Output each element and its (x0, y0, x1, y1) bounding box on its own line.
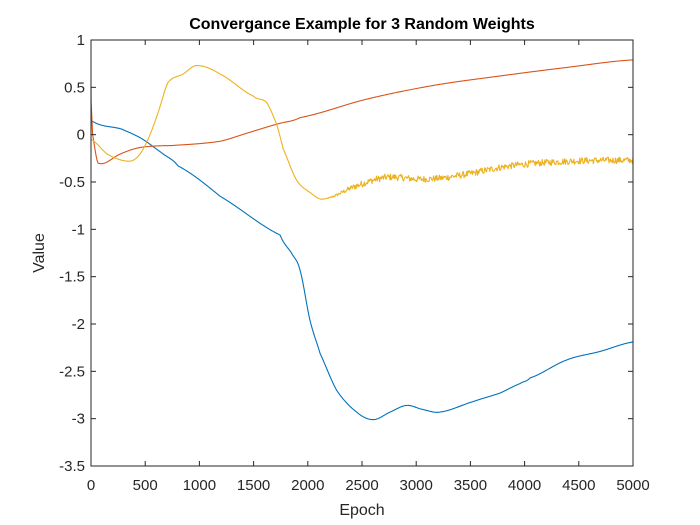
y-tick-label: 1 (77, 32, 85, 49)
series-line-2 (90, 59, 634, 165)
y-tick-label: -0.5 (59, 174, 85, 191)
x-tick-label: 1500 (237, 477, 270, 494)
y-axis-label: Value (31, 233, 48, 273)
x-tick-label: 0 (87, 477, 95, 494)
x-tick-label: 4500 (562, 477, 595, 494)
y-tick-label: -3.5 (59, 458, 85, 475)
plot-area (91, 40, 633, 466)
x-tick-label: 3000 (400, 477, 433, 494)
series-line-3 (90, 65, 634, 200)
y-tick-label: -2.5 (59, 363, 85, 380)
chart-title: Convergance Example for 3 Random Weights (189, 16, 535, 33)
series-layer (90, 59, 634, 421)
x-tick-label: 5000 (616, 477, 649, 494)
ticks-layer: 0 500 1000 1500 2000 2500 3000 3500 4000 4500 5000… (59, 32, 650, 494)
x-tick-label: 500 (133, 477, 158, 494)
x-tick-label: 4000 (508, 477, 541, 494)
x-axis-label: Epoch (339, 502, 384, 519)
y-tick-label: -3 (72, 411, 85, 428)
x-tick-label: 1000 (183, 477, 216, 494)
y-tick-label: -1.5 (59, 269, 85, 286)
x-tick-label: 3500 (454, 477, 487, 494)
series-line-1 (90, 87, 634, 421)
x-tick-label: 2000 (291, 477, 324, 494)
y-tick-label: 0 (77, 127, 85, 144)
y-tick-label: 0.5 (64, 79, 85, 96)
y-tick-label: -2 (72, 316, 85, 333)
x-tick-label: 2500 (345, 477, 378, 494)
y-tick-label: -1 (72, 221, 85, 238)
